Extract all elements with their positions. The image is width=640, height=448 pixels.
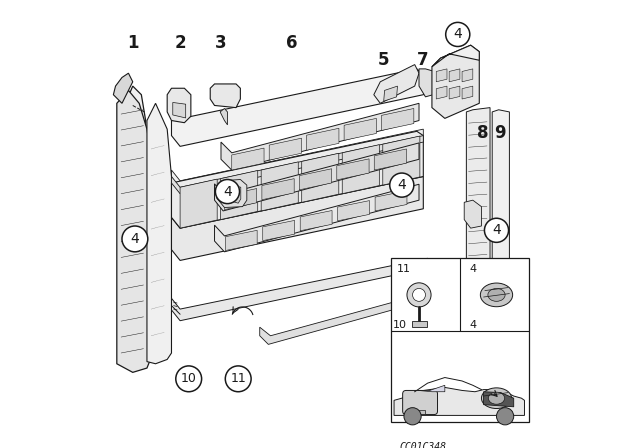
Polygon shape [232, 148, 264, 170]
Polygon shape [260, 293, 428, 345]
Bar [415, 410, 426, 414]
Circle shape [404, 408, 421, 425]
Text: 5: 5 [378, 51, 390, 69]
Polygon shape [263, 220, 294, 241]
Polygon shape [225, 189, 257, 210]
Polygon shape [337, 159, 369, 180]
Polygon shape [214, 143, 419, 211]
Text: 11: 11 [397, 264, 411, 274]
Polygon shape [180, 179, 217, 228]
Polygon shape [375, 191, 407, 211]
Ellipse shape [481, 283, 513, 307]
Circle shape [390, 173, 414, 197]
Text: 4: 4 [469, 320, 476, 330]
Text: 10: 10 [180, 372, 196, 385]
Text: 4: 4 [469, 264, 476, 274]
Text: 4: 4 [131, 232, 140, 246]
Polygon shape [436, 86, 447, 99]
Ellipse shape [488, 392, 505, 404]
Polygon shape [220, 108, 227, 125]
Polygon shape [214, 184, 419, 252]
Polygon shape [432, 45, 479, 67]
Polygon shape [172, 131, 423, 228]
Polygon shape [118, 86, 146, 353]
Polygon shape [300, 211, 332, 231]
Polygon shape [221, 171, 258, 220]
Bar [391, 258, 529, 422]
Polygon shape [117, 90, 152, 372]
Polygon shape [462, 86, 473, 99]
Polygon shape [269, 138, 301, 160]
Text: 4: 4 [397, 178, 406, 192]
Text: 8: 8 [477, 125, 488, 142]
Ellipse shape [481, 388, 511, 409]
Polygon shape [221, 103, 419, 170]
Polygon shape [449, 69, 460, 82]
Polygon shape [394, 388, 524, 415]
Circle shape [122, 226, 148, 252]
Polygon shape [113, 73, 132, 103]
Polygon shape [384, 86, 397, 101]
Text: 4: 4 [492, 223, 501, 237]
Circle shape [484, 218, 509, 242]
Circle shape [445, 22, 470, 47]
Polygon shape [261, 162, 298, 211]
Text: 9: 9 [494, 125, 506, 142]
Polygon shape [467, 108, 490, 295]
Polygon shape [210, 84, 241, 108]
Text: 1: 1 [127, 34, 138, 52]
Polygon shape [125, 108, 140, 327]
Polygon shape [432, 45, 479, 118]
Polygon shape [217, 180, 247, 207]
Circle shape [497, 408, 514, 425]
Polygon shape [172, 258, 428, 321]
Bar [412, 321, 427, 327]
Polygon shape [484, 392, 514, 407]
Text: 3: 3 [215, 34, 227, 52]
Polygon shape [462, 69, 473, 82]
Text: 6: 6 [286, 34, 298, 52]
Polygon shape [436, 69, 447, 82]
Polygon shape [301, 153, 339, 202]
Circle shape [216, 180, 239, 203]
Polygon shape [173, 103, 186, 118]
Polygon shape [383, 136, 420, 185]
Polygon shape [344, 118, 376, 140]
Polygon shape [419, 69, 440, 97]
Polygon shape [172, 136, 423, 194]
Polygon shape [338, 201, 369, 221]
Polygon shape [300, 169, 332, 190]
Polygon shape [225, 230, 257, 250]
Polygon shape [381, 108, 414, 130]
Circle shape [176, 366, 202, 392]
Text: 10: 10 [392, 320, 406, 330]
Polygon shape [147, 103, 172, 364]
Polygon shape [374, 149, 406, 170]
Polygon shape [167, 88, 191, 123]
Polygon shape [374, 65, 419, 103]
Polygon shape [221, 183, 241, 203]
Polygon shape [172, 69, 430, 146]
FancyBboxPatch shape [403, 391, 438, 414]
Text: 2: 2 [174, 34, 186, 52]
Circle shape [407, 283, 431, 307]
Polygon shape [464, 200, 481, 228]
Polygon shape [449, 86, 460, 99]
Polygon shape [172, 177, 423, 260]
Ellipse shape [488, 289, 505, 302]
Text: CC01C348: CC01C348 [399, 442, 447, 448]
Text: 4: 4 [223, 185, 232, 198]
Polygon shape [492, 110, 509, 297]
Polygon shape [262, 179, 294, 200]
Text: 4: 4 [453, 27, 462, 41]
Polygon shape [342, 145, 380, 194]
Text: 11: 11 [230, 372, 246, 385]
Text: 7: 7 [417, 51, 428, 69]
Circle shape [225, 366, 251, 392]
Polygon shape [172, 129, 423, 194]
Polygon shape [418, 385, 445, 392]
Circle shape [413, 289, 426, 302]
Polygon shape [307, 128, 339, 150]
